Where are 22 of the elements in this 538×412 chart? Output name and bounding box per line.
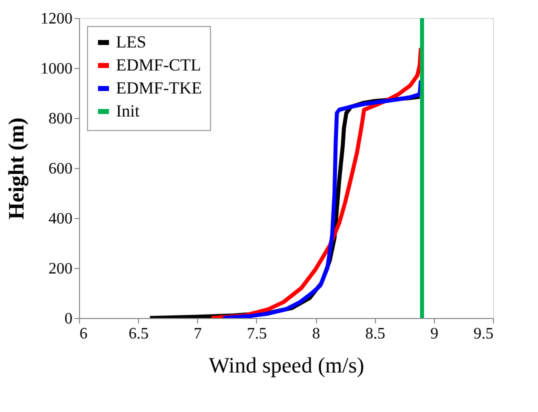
x-axis-title: Wind speed (m/s) [208,352,364,378]
x-tick-label: 7.5 [246,326,267,342]
y-tick-label: 200 [48,260,72,278]
y-tick-label: 1000 [40,60,72,78]
x-tick-label: 9 [430,326,438,342]
y-tick-label: 1200 [40,10,72,28]
y-axis-title: Height (m) [4,117,28,220]
line-series [221,78,423,318]
x-tick-label: 9.5 [474,326,494,342]
y-tick-label: 600 [48,160,72,178]
legend-label: LES [116,32,146,52]
x-tick-label: 8 [312,326,320,342]
y-tick-label: 400 [48,210,72,228]
legend-label: EDMF-TKE [116,78,202,98]
legend-label: Init [116,102,140,120]
x-tick-label: 6 [80,326,88,342]
legend-label: EDMF-CTL [116,56,201,74]
y-tick-label: 0 [64,310,72,328]
x-tick-label: 8.5 [365,326,386,342]
x-tick-label: 6.5 [128,326,149,342]
y-tick-label: 800 [48,110,72,128]
x-tick-label: 7 [194,326,202,342]
